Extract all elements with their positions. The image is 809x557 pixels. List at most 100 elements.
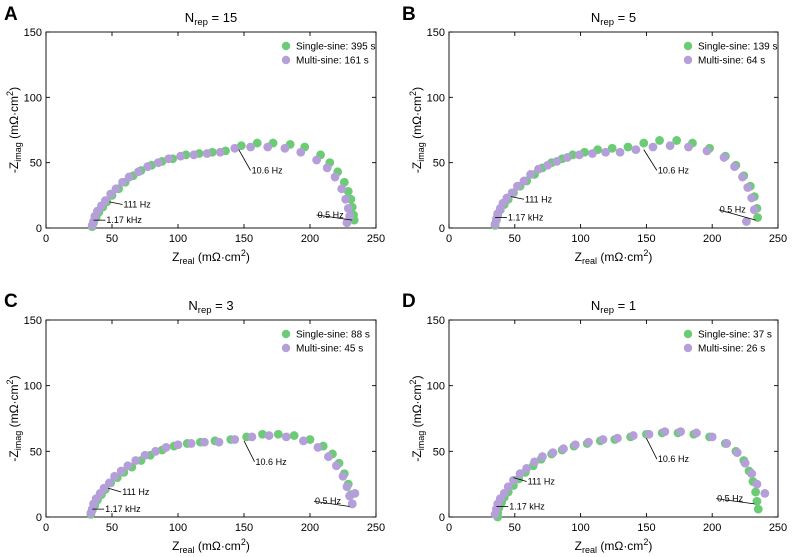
ylabel-sup: 2 — [5, 91, 15, 96]
annotation-label: 111 Hz — [122, 487, 150, 497]
y-tick-label: 50 — [433, 158, 445, 170]
annotation-label: 10.6 Hz — [658, 166, 690, 176]
annotation-leader — [718, 209, 756, 221]
legend-marker — [683, 41, 693, 51]
data-point — [104, 478, 114, 488]
data-point — [134, 167, 143, 177]
panel-a: A Nrep = 15 0 50 100 150 200 250 0 50 100 150 Zreal … — [4, 4, 385, 266]
xlabel-rest: (mΩ·cm — [597, 539, 643, 553]
data-point — [324, 452, 333, 461]
annotation-label: 0.5 Hz — [717, 494, 744, 504]
annotation-leader — [316, 214, 353, 221]
xlabel-end: ) — [648, 539, 652, 553]
xlabel-main: Z — [172, 539, 179, 553]
y-axis-label: -Zimag (mΩ·cm2) — [5, 375, 23, 461]
xlabel-end: ) — [246, 539, 250, 553]
annotation-label: 111 Hz — [528, 477, 556, 487]
xlabel-sub: real — [582, 545, 597, 555]
legend-marker — [281, 343, 291, 353]
data-point — [559, 444, 568, 454]
annotation-leader — [716, 498, 755, 505]
x-tick-label: 0 — [43, 522, 49, 534]
data-point — [613, 433, 622, 443]
data-point — [570, 440, 580, 450]
data-point — [509, 475, 518, 485]
panel-title: Nrep = 1 — [591, 298, 636, 316]
ylabel-sup: 2 — [408, 91, 418, 96]
data-point — [131, 456, 141, 465]
title-rest: = 3 — [212, 298, 234, 313]
x-tick-label: 0 — [446, 522, 452, 534]
data-point — [214, 437, 224, 447]
data-point — [503, 482, 513, 492]
data-point — [289, 431, 299, 440]
axes-box — [45, 319, 377, 518]
x-tick-label: 150 — [637, 522, 655, 534]
data-point — [110, 471, 120, 481]
data-point — [598, 435, 608, 444]
y-axis-label: -Zimag (mΩ·cm2) — [408, 375, 426, 461]
legend-label: Multi-sine: 26 s — [698, 344, 765, 355]
x-tick-label: 150 — [637, 233, 655, 245]
data-point — [526, 170, 535, 179]
data-point — [648, 142, 658, 152]
xlabel-rest: (mΩ·cm — [195, 539, 241, 553]
data-point — [522, 464, 532, 473]
data-point — [507, 188, 517, 198]
data-point — [530, 457, 539, 467]
y-tick-label: 0 — [36, 223, 42, 235]
data-point — [515, 469, 525, 479]
y-tick-label: 150 — [24, 27, 42, 39]
data-point — [702, 146, 712, 156]
data-point — [332, 461, 341, 471]
ylabel-sub: imag — [416, 142, 426, 162]
ylabel-end: ) — [410, 375, 424, 379]
data-point — [161, 442, 171, 452]
xlabel-main: Z — [575, 539, 582, 553]
y-tick-label: 50 — [30, 446, 42, 458]
data-point — [543, 160, 553, 170]
data-point — [752, 496, 762, 506]
y-axis-label: -Zimag (mΩ·cm2) — [408, 87, 426, 173]
data-point — [722, 439, 732, 448]
x-tick-label: 250 — [367, 233, 385, 245]
data-point — [342, 482, 352, 492]
data-point — [299, 436, 308, 446]
data-point — [538, 452, 547, 461]
data-point — [143, 162, 153, 171]
annotation-label: 0.5 Hz — [318, 210, 345, 220]
data-point — [552, 156, 562, 166]
data-point — [665, 141, 675, 151]
data-point — [676, 427, 686, 437]
ylabel-main: -Z — [410, 162, 424, 173]
panel-letter: D — [402, 291, 416, 312]
legend-marker — [281, 55, 291, 65]
annotation-label: 10.6 Hz — [252, 166, 284, 176]
panel-title: Nrep = 5 — [591, 10, 636, 28]
x-tick-label: 50 — [509, 522, 521, 534]
data-point — [749, 205, 759, 215]
data-point — [252, 138, 262, 148]
annotation-label: 111 Hz — [124, 199, 152, 209]
legend-label: Single-sine: 395 s — [296, 42, 376, 53]
series-multi-sine — [87, 142, 354, 230]
data-point — [164, 154, 174, 164]
data-point — [343, 187, 353, 196]
annotation-leader — [107, 487, 122, 493]
data-point — [246, 142, 256, 152]
data-point — [644, 429, 654, 439]
x-tick-label: 250 — [367, 522, 385, 534]
xlabel-sub: real — [180, 545, 195, 555]
x-tick-label: 150 — [235, 522, 253, 534]
ylabel-end: ) — [7, 375, 21, 379]
xlabel-sub: real — [180, 256, 195, 266]
data-point — [499, 488, 509, 498]
data-point — [639, 138, 649, 148]
data-point — [111, 184, 121, 194]
annotation-label: 10.6 Hz — [658, 454, 690, 464]
data-point — [738, 172, 747, 182]
data-point — [330, 172, 340, 182]
data-point — [347, 499, 357, 509]
title-sub: rep — [600, 305, 614, 316]
data-point — [513, 181, 522, 191]
